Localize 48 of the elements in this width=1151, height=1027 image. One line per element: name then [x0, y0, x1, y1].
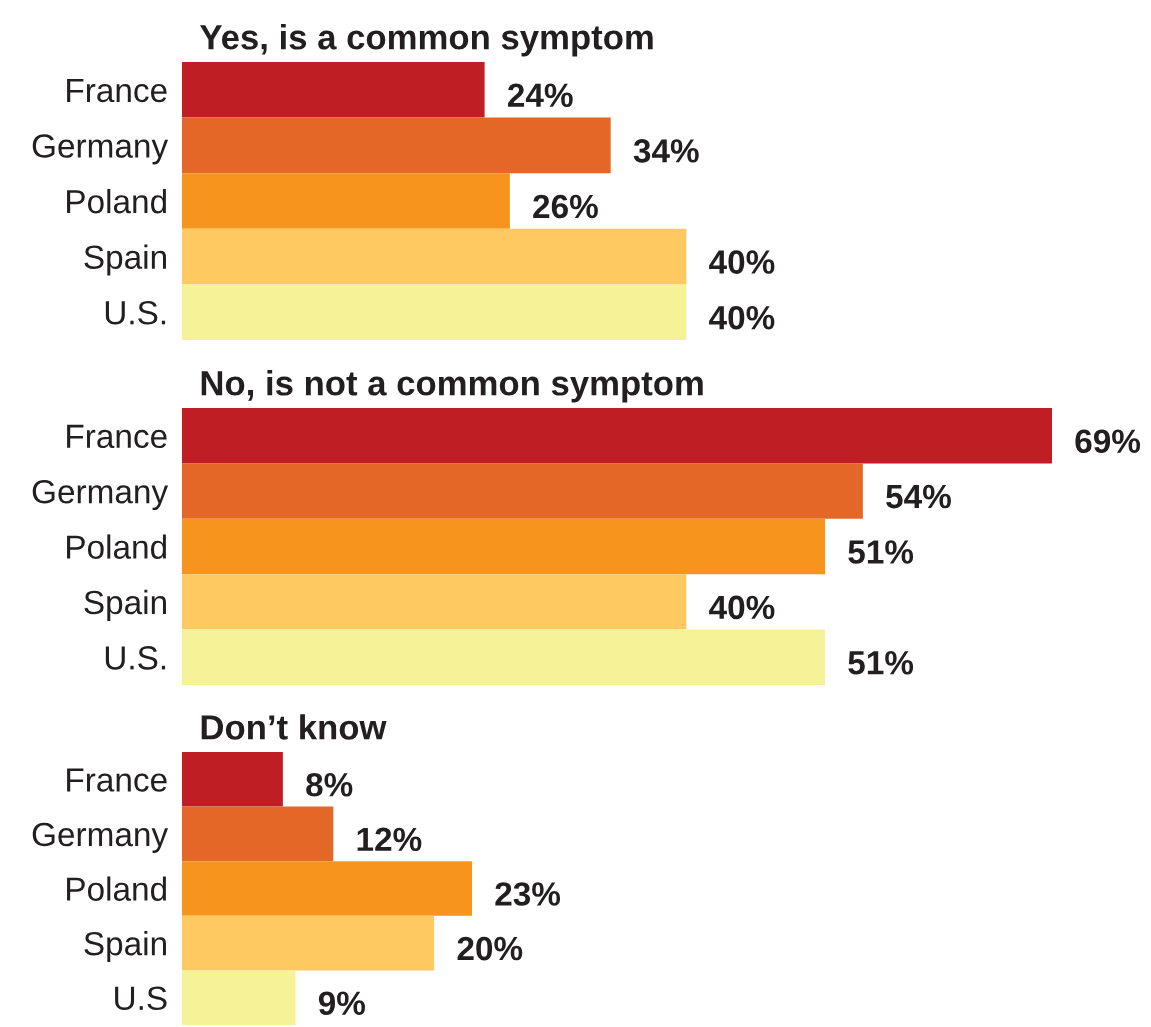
y-tick-label: U.S. — [105, 301, 166, 325]
bar — [182, 408, 1052, 464]
bar — [182, 228, 687, 285]
chart-title: No, is not a common symptom — [201, 370, 703, 403]
bar — [182, 574, 687, 630]
y-tick-label: Germany — [32, 134, 169, 165]
y-tick-label: Spain — [84, 244, 166, 276]
data-label: 40% — [709, 250, 775, 274]
y-tick-label: Poland — [67, 534, 166, 559]
bar — [182, 173, 510, 229]
data-label: 34% — [633, 139, 699, 163]
y-tick-label: France — [67, 424, 167, 449]
bar — [182, 861, 472, 916]
data-label: 24% — [507, 83, 573, 108]
bar — [182, 284, 687, 340]
y-tick-label: Germany — [32, 822, 169, 853]
data-label: 51% — [848, 651, 914, 675]
data-label: 40% — [709, 305, 775, 330]
y-tick-label: France — [67, 78, 167, 103]
chart-title: Don’t know — [201, 714, 387, 740]
bar — [182, 463, 863, 519]
y-tick-label: Poland — [67, 188, 166, 214]
y-tick-label: U.S — [115, 986, 167, 1011]
bar — [182, 117, 611, 174]
y-tick-label: France — [67, 768, 167, 792]
bar — [182, 629, 826, 685]
data-label: 20% — [457, 936, 523, 961]
data-label: 40% — [709, 595, 775, 620]
y-tick-label: Spain — [84, 589, 166, 621]
y-tick-label: Poland — [67, 876, 166, 901]
data-label: 69% — [1075, 429, 1141, 453]
bar — [182, 806, 334, 862]
y-tick-label: U.S. — [105, 646, 166, 670]
data-label: 51% — [848, 540, 914, 564]
data-label: 26% — [533, 194, 598, 219]
bar — [182, 752, 283, 807]
data-label: 12% — [357, 827, 422, 852]
data-label: 23% — [495, 882, 561, 906]
y-tick-label: Spain — [84, 931, 166, 963]
bar — [182, 915, 435, 971]
data-label: 54% — [886, 484, 951, 509]
bar — [182, 62, 485, 118]
data-label: 9% — [318, 991, 365, 1015]
chart-title: Yes, is a common symptom — [199, 24, 653, 57]
y-tick-label: Germany — [32, 479, 169, 511]
bar — [182, 518, 826, 575]
bar — [182, 970, 296, 1025]
data-label: 8% — [306, 772, 353, 797]
